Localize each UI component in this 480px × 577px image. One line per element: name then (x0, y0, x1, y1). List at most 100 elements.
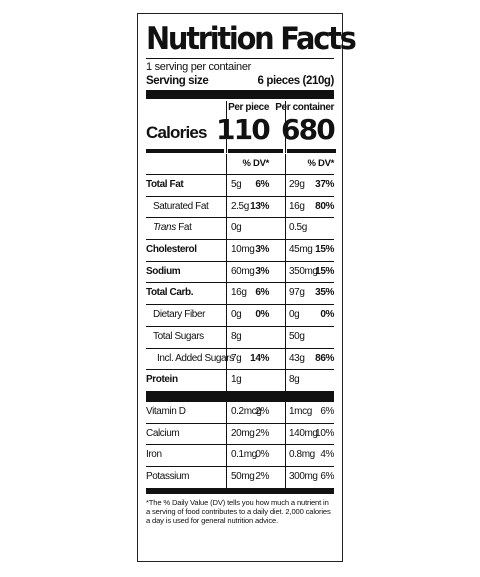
thick-divider (146, 390, 334, 402)
dv-per-container: 37% (315, 179, 334, 190)
amount-per-piece: 0g (231, 222, 242, 234)
vitamin-row: Calcium 20mg 2% 140mg 10% (146, 422, 334, 445)
serving-size-row: Serving size 6 pieces (210g) (146, 75, 334, 87)
nutrient-name: Saturated Fat (153, 200, 209, 212)
servings-per-container: 1 serving per container (146, 61, 251, 73)
amount-per-container: 45mg (289, 244, 313, 256)
nutrient-row: Dietary Fiber 0g 0% 0g 0% (146, 304, 334, 326)
dv-per-container: 4% (320, 449, 334, 461)
column-divider (285, 218, 287, 240)
amount-per-container: 350mg (289, 265, 318, 277)
amount-per-piece: 60mg (231, 265, 255, 277)
amount-per-container: 43g (289, 352, 305, 364)
vitamin-row: Potassium 50mg 2% 300mg 6% (146, 465, 334, 488)
dv-header-row: % DV* % DV* (146, 154, 334, 174)
nutrient-name: Iron (146, 449, 162, 461)
amount-per-container: 0g (289, 309, 300, 321)
column-divider (226, 101, 228, 153)
nutrient-row: Total Carb. 16g 6% 97g 35% (146, 282, 334, 305)
dv-per-piece: 14% (250, 352, 269, 364)
column-divider (226, 175, 228, 196)
dv-per-piece: 6% (255, 179, 269, 190)
amount-per-container: 0.5g (289, 222, 307, 234)
nutrient-name: Cholesterol (146, 244, 197, 256)
column-divider (226, 218, 228, 240)
dv-per-piece: 2% (255, 405, 269, 417)
dv-per-container: 86% (315, 352, 334, 364)
dv-label-per-piece: % DV* (242, 158, 270, 169)
label-title: Nutrition Facts (146, 21, 357, 57)
column-divider (285, 261, 287, 283)
dv-per-piece: 13% (250, 200, 269, 212)
column-divider (226, 348, 228, 370)
column-divider (226, 401, 228, 423)
nutrient-row: Total Fat 5g 6% 29g 37% (146, 174, 334, 196)
amount-per-piece: 20mg (231, 427, 255, 439)
nutrient-row: Sodium 60mg 3% 350mg 15% (146, 260, 334, 283)
calories-rule (287, 149, 336, 153)
dv-per-container: 35% (315, 287, 334, 299)
dv-per-container: 15% (315, 244, 334, 256)
serving-size-value: 6 pieces (210g) (257, 75, 335, 87)
dv-label-per-container: % DV* (307, 158, 335, 169)
amount-per-piece: 1g (231, 374, 242, 386)
nutrient-name: Incl. Added Sugars (157, 352, 234, 364)
dv-per-container: 6% (320, 405, 334, 417)
nutrient-row: Saturated Fat 2.5g 13% 16g 80% (146, 195, 334, 218)
vitamin-row: Vitamin D 0.2mcg 2% 1mcg 6% (146, 401, 334, 423)
dv-per-container: 10% (315, 427, 334, 439)
amount-per-container: 8g (289, 374, 300, 386)
amount-per-container: 29g (289, 179, 305, 190)
amount-per-piece: 50mg (231, 470, 255, 482)
nutrient-name: Sodium (146, 265, 181, 277)
amount-per-container: 300mg (289, 470, 318, 482)
column-divider (285, 283, 287, 305)
nutrient-name: Vitamin D (146, 405, 186, 417)
nutrient-name: Calcium (146, 427, 180, 439)
nutrient-name: Protein (146, 374, 178, 386)
amount-per-piece: 0.1mg (231, 449, 257, 461)
dv-per-piece: 2% (255, 470, 269, 482)
nutrient-name: Total Sugars (153, 330, 204, 342)
nutrient-name: Total Carb. (146, 287, 194, 299)
amount-per-piece: 0.2mcg (231, 405, 262, 417)
nutrient-name: Dietary Fiber (153, 309, 206, 321)
calories-block: Per piece Per container Calories 110 680 (146, 99, 336, 154)
column-divider (285, 370, 287, 391)
column-divider (285, 445, 287, 466)
dv-per-container: 0% (320, 309, 334, 321)
dv-per-piece: 6% (255, 287, 269, 299)
dv-per-container: 6% (320, 470, 334, 482)
column-divider (285, 326, 287, 348)
amount-per-container: 0.8mg (289, 449, 315, 461)
column-divider (285, 305, 287, 326)
column-divider (226, 261, 228, 283)
column-divider (285, 466, 287, 488)
column-divider (226, 154, 228, 174)
nutrient-row: Cholesterol 10mg 3% 45mg 15% (146, 239, 334, 261)
column-divider (226, 240, 228, 261)
vitamin-row: Iron 0.1mg 0% 0.8mg 4% (146, 444, 334, 466)
column-divider (285, 196, 287, 218)
calories-label: Calories (146, 123, 207, 142)
column-divider (285, 401, 287, 423)
nutrient-row: Trans Fat 0g 0.5g (146, 217, 334, 240)
column-divider (285, 240, 287, 261)
amount-per-container: 97g (289, 287, 305, 299)
column-divider (285, 348, 287, 370)
amount-per-container: 140mg (289, 427, 318, 439)
vitamin-table: Vitamin D 0.2mcg 2% 1mcg 6% Calcium 20mg 2% 140m… (146, 401, 334, 488)
amount-per-piece: 10mg (231, 244, 255, 256)
nutrient-row: Incl. Added Sugars 7g 14% 43g 86% (146, 347, 334, 370)
calories-rule (146, 149, 224, 153)
amount-per-container: 1mcg (289, 405, 312, 417)
nutrient-row: Protein 1g 8g (146, 369, 334, 391)
column-divider (226, 196, 228, 218)
calories-per-container: 680 (280, 113, 336, 146)
dv-per-piece: 3% (255, 265, 269, 277)
column-divider (285, 154, 287, 174)
per-piece-header: Per piece (228, 102, 269, 113)
column-divider (226, 370, 228, 391)
nutrient-name: Trans Fat (153, 222, 192, 234)
amount-per-piece: 0g (231, 309, 242, 321)
